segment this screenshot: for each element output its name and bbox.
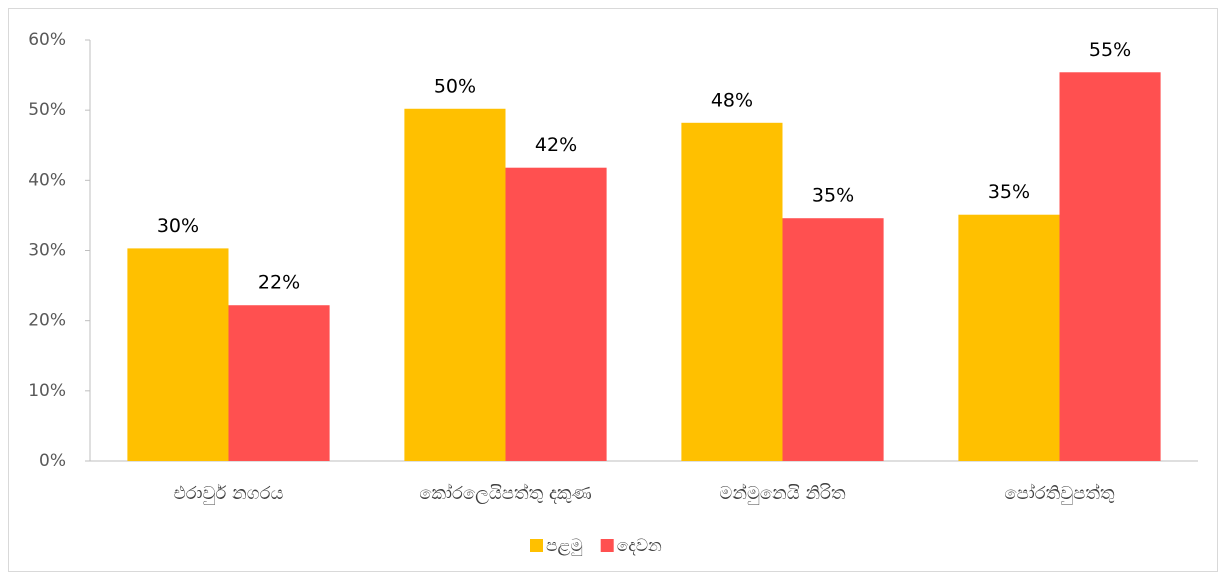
y-tick-label: 40% [28, 170, 66, 190]
data-label: 50% [434, 75, 476, 97]
bar [228, 305, 330, 461]
y-tick-label: 60% [28, 30, 66, 50]
legend-label: දෙවන [617, 536, 662, 556]
data-label: 30% [157, 215, 199, 237]
data-label: 42% [535, 134, 577, 156]
x-tick-label: පෝරතිවුපත්තු [1004, 483, 1115, 504]
x-tick-label: මන්මුනෙයි නිරිත [719, 483, 846, 504]
x-tick-label: කෝරලෙයිපත්තු දකුණ [419, 483, 592, 504]
y-tick-label: 30% [28, 241, 66, 261]
bar [404, 108, 506, 461]
legend-swatch [530, 539, 543, 552]
data-label: 48% [711, 89, 753, 111]
data-label: 55% [1089, 39, 1131, 61]
data-label: 35% [812, 185, 854, 207]
y-tick-label: 20% [28, 311, 66, 331]
x-tick-label: එරාවුර් නගරය [174, 483, 284, 504]
y-tick-label: 50% [28, 100, 66, 120]
bar [127, 248, 229, 461]
data-label: 35% [988, 181, 1030, 203]
bar [782, 218, 884, 461]
bar [1059, 72, 1161, 461]
y-tick-label: 0% [39, 451, 66, 471]
bar [681, 122, 783, 462]
bar [958, 214, 1060, 461]
bar [505, 167, 607, 461]
data-label: 22% [258, 272, 300, 294]
y-tick-label: 10% [28, 381, 66, 401]
legend-label: පළමු [546, 536, 583, 556]
legend-swatch [600, 539, 614, 552]
